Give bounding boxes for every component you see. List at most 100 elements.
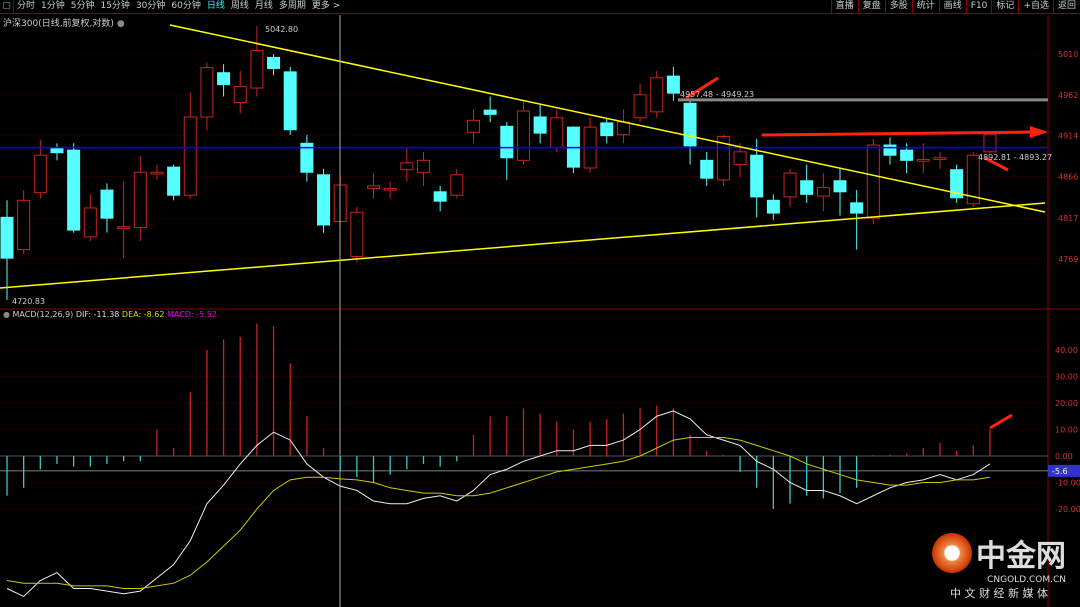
candle-up	[633, 94, 647, 119]
candle-up	[233, 85, 247, 103]
dif-value: DIF: -11.38	[75, 310, 120, 319]
tab-8[interactable]: 月线	[254, 1, 273, 11]
tab-1[interactable]: 1分钟	[41, 1, 65, 11]
red-arrow	[761, 130, 1036, 137]
candle-down	[283, 71, 297, 131]
candle-up	[383, 187, 397, 191]
candle-up	[250, 50, 264, 89]
period-toolbar: ▢ 分时 1分钟 5分钟 15分钟 30分钟 60分钟 日线 周线 月线 多周期 更多 > 直播 复盘…	[0, 0, 1080, 14]
panel-toggle-icon[interactable]: ▢	[0, 0, 14, 13]
toolbar-button-4[interactable]: 画线	[938, 0, 966, 13]
logo-name: 中金网	[976, 539, 1066, 574]
candle-down	[800, 180, 814, 195]
macd-tick: -10.00	[1055, 479, 1080, 488]
price-tick: 4817	[1058, 214, 1078, 223]
candle-up	[550, 117, 564, 149]
toolbar-button-7[interactable]: +自选	[1018, 0, 1053, 13]
candle-down	[533, 116, 547, 134]
candle-down	[67, 149, 81, 231]
candle-up	[616, 121, 630, 136]
arrow-head-icon	[1030, 126, 1048, 138]
range-label: 4957.48 - 4949.23	[680, 90, 754, 99]
macd-name: MACD(12,26,9)	[12, 310, 74, 319]
tab-2[interactable]: 5分钟	[70, 1, 95, 11]
macd-tick: -20.00	[1055, 505, 1080, 514]
candle-down	[950, 169, 964, 199]
candle-up	[133, 171, 147, 229]
candle-up	[966, 154, 980, 205]
macd-settings-icon[interactable]: ●	[3, 310, 10, 319]
candle-up	[33, 154, 47, 194]
candle-down	[833, 180, 847, 193]
macd-tick: 20.00	[1055, 399, 1078, 408]
candle-up	[466, 119, 480, 133]
logo: 中金网 CNGOLD.COM.CN 中 文 财 经 新 媒 体	[932, 531, 1066, 601]
tab-0[interactable]: 分时	[17, 1, 36, 11]
toolbar-button-5[interactable]: F10	[965, 0, 992, 13]
toolbar-button-8[interactable]: 返回	[1052, 0, 1080, 13]
candle-down	[100, 189, 114, 219]
candle-up	[17, 199, 31, 251]
candle-down	[500, 125, 514, 159]
red-arrow	[984, 156, 1009, 172]
macd-tick: 10.00	[1055, 426, 1078, 435]
macd-current-value: -5.6	[1052, 467, 1068, 476]
candle-up	[450, 174, 464, 196]
candle-down	[0, 216, 14, 259]
macd-value: MACD: -5.52	[166, 310, 217, 319]
macd-tick: 40.00	[1055, 346, 1078, 355]
logo-emblem-icon	[932, 533, 972, 573]
red-arrow	[989, 413, 1013, 430]
candle-up	[650, 77, 664, 113]
toolbar-button-6[interactable]: 标记	[991, 0, 1018, 13]
logo-domain: CNGOLD.COM.CN	[987, 575, 1066, 585]
tab-6[interactable]: 日线	[206, 1, 225, 11]
candle-up	[933, 157, 947, 160]
candle-down	[600, 122, 614, 137]
tab-10[interactable]: 更多 >	[311, 1, 341, 11]
candle-down	[850, 202, 864, 214]
tab-9[interactable]: 多周期	[278, 1, 306, 11]
macd-current-badge	[1048, 464, 1080, 477]
tab-3[interactable]: 15分钟	[100, 1, 130, 11]
price-tick: 4962	[1058, 91, 1078, 100]
dea-line	[6, 436, 991, 589]
candle-down	[750, 154, 764, 198]
candle-down	[683, 102, 697, 147]
dif-line	[6, 410, 991, 598]
candle-down	[267, 56, 281, 69]
candle-up	[816, 187, 830, 197]
candle-up	[783, 172, 797, 198]
candle-down	[883, 144, 897, 156]
chart-title[interactable]: 沪深300(日线,前复权,对数) ●	[3, 16, 125, 29]
toolbar-button-2[interactable]: 多股	[884, 0, 912, 13]
index-name: 沪深300(日线,前复权,对数)	[3, 19, 114, 29]
tab-5[interactable]: 60分钟	[171, 1, 201, 11]
range-label: 4892.81 - 4893.27	[978, 153, 1052, 162]
uptrend-line	[0, 202, 1046, 289]
low-label: 4720.83	[12, 297, 45, 306]
tab-7[interactable]: 周线	[230, 1, 249, 11]
macd-legend: ● MACD(12,26,9) DIF: -11.38 DEA: -8.62 M…	[3, 310, 217, 319]
toolbar-button-3[interactable]: 统计	[911, 0, 939, 13]
toolbar-button-0[interactable]: 直播	[830, 0, 858, 13]
candle-down	[167, 166, 181, 196]
macd-tick: 30.00	[1055, 373, 1078, 382]
candle-up	[367, 185, 381, 189]
candle-down	[900, 149, 914, 161]
candle-down	[50, 147, 64, 154]
candle-up	[417, 159, 430, 173]
dropdown-icon[interactable]: ●	[116, 19, 125, 29]
dea-value: DEA: -8.62	[121, 310, 165, 319]
price-tick: 4866	[1058, 172, 1078, 181]
candle-down	[666, 75, 680, 94]
candle-up	[183, 116, 197, 196]
price-tick: 5010	[1058, 50, 1078, 59]
candle-up	[117, 226, 131, 229]
tab-4[interactable]: 30分钟	[135, 1, 166, 11]
candle-down	[433, 191, 447, 202]
candle-up	[983, 134, 997, 153]
toolbar-button-1[interactable]: 复盘	[857, 0, 885, 13]
macd-tick: 0.00	[1055, 452, 1073, 461]
